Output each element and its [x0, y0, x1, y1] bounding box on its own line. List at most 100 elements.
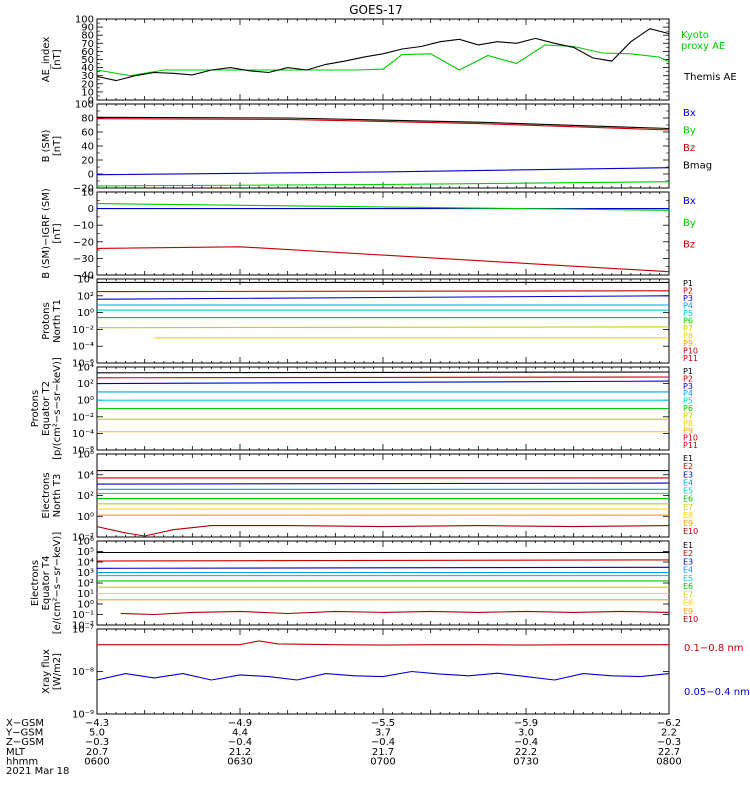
y-tick-label: 0 [88, 204, 94, 215]
y-axis-label: North T3 [52, 474, 63, 518]
legend-entry: Kyoto [681, 30, 709, 41]
ephemeris-value: −0.4 [371, 737, 395, 748]
y-tick-label: 10⁻⁶ [72, 446, 94, 457]
panel-xray_flux: 10⁻⁹ 10⁻⁸ 10⁻⁷ Xray flux [W/m2] 0.1−0.8 nm 0.0… [41, 625, 750, 721]
ephemeris-value: 22.2 [515, 747, 537, 758]
series-line-P2 [96, 290, 670, 293]
panel-frame [96, 18, 670, 101]
y-tick-label: 100 [75, 100, 94, 111]
y-tick-label: 10⁴ [77, 363, 94, 374]
legend-entry: E9 [683, 519, 693, 528]
y-tick-label: 80 [81, 114, 94, 125]
y-tick-label: 40 [81, 63, 94, 74]
ephemeris-value: 4.4 [232, 728, 248, 739]
y-axis-label: Equator T2 [41, 381, 52, 436]
y-tick-label: 70 [81, 39, 94, 50]
legend-entry: 0.05−0.4 nm [684, 687, 750, 698]
y-axis-label: [nT] [52, 136, 63, 156]
y-tick-label: 10² [77, 491, 94, 502]
legend-entry: E7 [683, 590, 693, 599]
y-axis-label: B (SM) [41, 129, 52, 162]
y-tick-label: 10² [77, 379, 94, 390]
legend-entry: P6 [683, 317, 693, 326]
ephemeris-row-label: MLT [6, 747, 26, 758]
ephemeris-value: −5.9 [514, 718, 538, 729]
y-tick-label: 50 [81, 55, 94, 66]
y-tick-label: 10³ [77, 568, 94, 579]
legend-entry: E2 [683, 549, 693, 558]
ephemeris-value: −4.9 [228, 718, 252, 729]
ephemeris-row-label: Y−GSM [5, 728, 43, 739]
y-axis-label: AE_index [41, 37, 52, 83]
legend-entry: P11 [683, 441, 698, 450]
ephemeris-value: −6.2 [657, 718, 681, 729]
legend-entry: E1 [683, 454, 693, 463]
panel-b_sm: −20 0 20 40 60 80 100 B (SM) [nT] Bx By Bz Bmag [41, 100, 712, 195]
legend-entry: proxy AE [681, 41, 725, 52]
y-tick-label: 10⁻² [72, 533, 94, 544]
y-tick-label: 10⁵ [77, 547, 94, 558]
series-line-Kyoto proxy AE [96, 44, 670, 77]
ephemeris-value: 0730 [513, 756, 538, 767]
y-tick-label: 60 [81, 128, 94, 139]
series-line-P3 [96, 380, 670, 385]
legend-entry: P7 [683, 324, 693, 333]
y-tick-label: −20 [73, 237, 94, 248]
y-tick-label: 20 [81, 79, 94, 90]
legend-entry: P3 [683, 382, 693, 391]
ephemeris-table: X−GSMY−GSMZ−GSMMLThhmm−4.35.0−0.320.7060… [5, 718, 682, 767]
legend-entry: P9 [683, 426, 693, 435]
y-tick-label: 80 [81, 31, 94, 42]
y-tick-label: 10⁰ [77, 600, 94, 611]
series-line-Bx [96, 167, 670, 176]
legend-entry: E9 [683, 607, 693, 616]
y-tick-label: 10 [81, 188, 94, 199]
legend-entry: Bmag [683, 161, 712, 172]
y-tick-label: 10⁻⁸ [72, 667, 94, 678]
legend-entry: E4 [683, 478, 693, 487]
y-tick-label: −20 [73, 184, 94, 195]
ephemeris-value: 20.7 [86, 747, 108, 758]
y-tick-label: 20 [81, 156, 94, 167]
y-tick-label: 10⁰ [77, 512, 94, 523]
legend-entry: Bx [683, 108, 696, 119]
ephemeris-value: 0600 [84, 756, 109, 767]
y-axis-label: B (SM)−IGRF (SM) [41, 188, 52, 279]
y-tick-label: −40 [73, 271, 94, 282]
y-axis-label: Xray flux [41, 649, 52, 694]
legend-entry: P10 [683, 434, 698, 443]
y-tick-label: 40 [81, 142, 94, 153]
series-line-By [96, 203, 670, 211]
y-tick-label: 10¹ [77, 589, 94, 600]
y-axis-label: Protons [41, 302, 52, 339]
y-tick-label: 10⁻⁹ [72, 710, 94, 721]
legend-entry: Bz [683, 240, 695, 251]
y-tick-label: 60 [81, 47, 94, 58]
y-tick-label: 0 [88, 170, 94, 181]
legend: Bx By Bz [683, 196, 696, 251]
legend-entry: E5 [683, 487, 693, 496]
legend-entry: By [683, 218, 696, 229]
legend-entry: P1 [683, 279, 693, 288]
legend-entry: P3 [683, 294, 693, 303]
ephemeris-value: 21.7 [372, 747, 394, 758]
y-tick-label: 10⁶ [77, 450, 94, 461]
y-axis-label: [nT] [52, 223, 63, 243]
legend-entry: P4 [683, 389, 693, 398]
series-line-Bz [96, 118, 670, 131]
legend-entry: E3 [683, 470, 693, 479]
legend-entry: P7 [683, 411, 693, 420]
ephemeris-value: 0630 [227, 756, 252, 767]
legend-entry: P10 [683, 347, 698, 356]
legend-entry: P11 [683, 354, 698, 363]
ephemeris-row-label: hhmm [6, 756, 38, 767]
y-tick-label: 10⁻² [72, 412, 94, 423]
series-line-Themis AE [96, 28, 670, 82]
